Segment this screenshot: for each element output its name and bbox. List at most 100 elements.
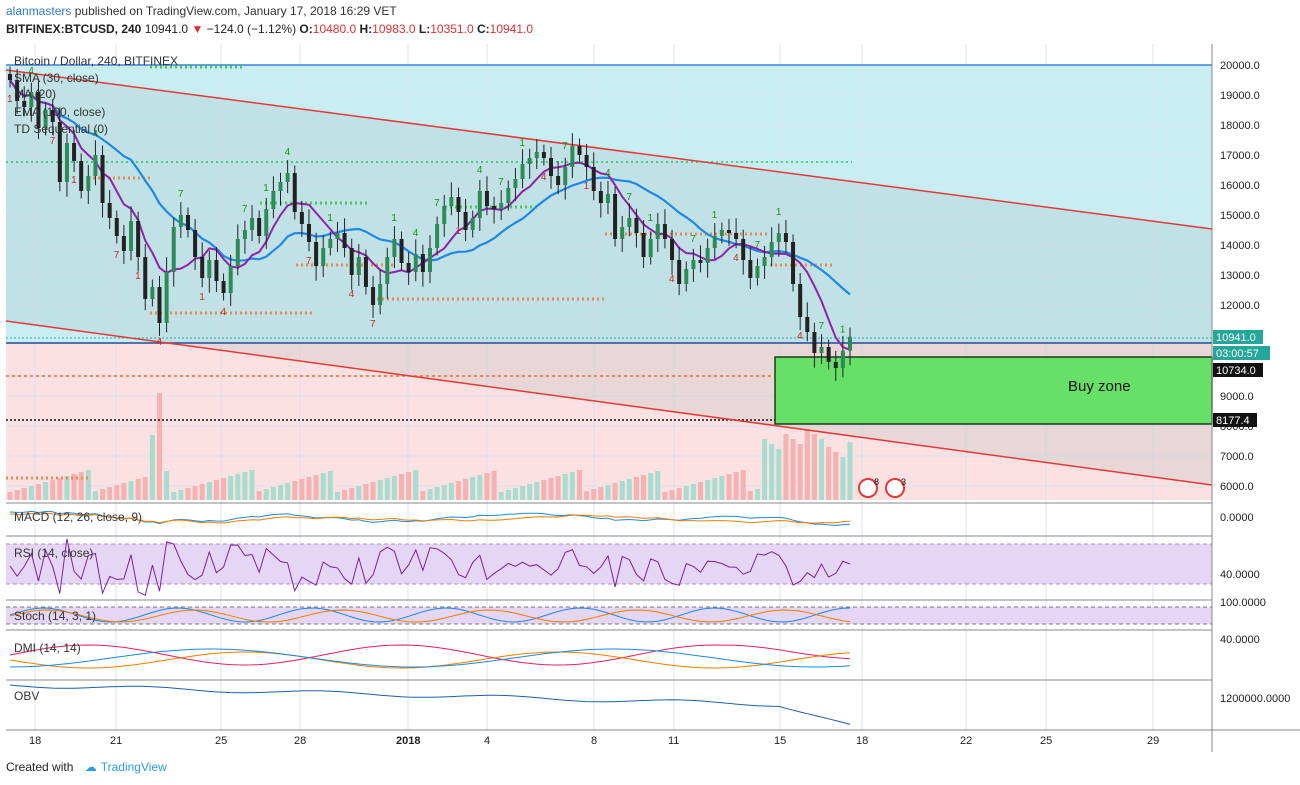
candle — [655, 224, 660, 239]
candle — [250, 218, 255, 230]
legend-td[interactable]: TD Sequential (0) — [14, 122, 108, 136]
candle — [726, 230, 731, 233]
rsi-label[interactable]: RSI (14, close) — [14, 546, 93, 560]
y-tick-label: 13000.0 — [1220, 270, 1260, 282]
candle — [193, 230, 198, 257]
channel-upper-line — [5, 69, 1213, 230]
flag-count-1: 8 — [874, 477, 879, 487]
volume-bar — [399, 474, 405, 500]
td-number: 1 — [776, 207, 782, 218]
volume-bar — [719, 476, 725, 500]
candle — [776, 233, 781, 242]
td-number: 4 — [92, 129, 98, 140]
stoch-label[interactable]: Stoch (14, 3, 1) — [14, 609, 96, 623]
volume-bar — [498, 492, 504, 500]
candle — [840, 350, 845, 368]
volume-bar — [576, 470, 582, 500]
footer: Created with ☁ TradingView — [6, 760, 167, 774]
x-tick-label: 28 — [294, 735, 306, 747]
volume-bar — [441, 485, 447, 500]
candle — [207, 260, 212, 278]
candle — [627, 218, 632, 227]
td-number: 1 — [840, 325, 846, 336]
candle — [136, 221, 141, 257]
flag-count-2: 3 — [901, 477, 906, 487]
candle — [36, 92, 41, 128]
volume-bar — [470, 477, 476, 500]
volume-bar — [21, 488, 27, 500]
candle — [520, 164, 525, 179]
candle — [484, 191, 489, 206]
td-number: 7 — [626, 192, 632, 203]
obv-label[interactable]: OBV — [14, 689, 39, 703]
candle — [157, 287, 162, 323]
candle — [691, 260, 696, 269]
legend-ema[interactable]: EMA (100, close) — [14, 105, 105, 119]
volume-bar — [591, 489, 597, 500]
volume-bar — [655, 471, 661, 500]
candle — [57, 122, 62, 182]
volume-bar — [740, 470, 746, 500]
volume-bar — [747, 491, 753, 500]
timer-tag-bg — [1213, 346, 1270, 360]
us-flag-icon-2[interactable] — [885, 478, 905, 498]
candle — [257, 218, 262, 236]
candle — [492, 206, 497, 209]
event-flags[interactable]: 8 3 — [858, 477, 906, 498]
y-tick-label: 12000.0 — [1220, 300, 1260, 312]
dmi-label[interactable]: DMI (14, 14) — [14, 641, 81, 655]
candle — [677, 260, 682, 284]
volume-bar — [605, 485, 611, 500]
candle — [734, 233, 739, 239]
macd-signal — [9, 512, 851, 524]
td-number: 1 — [263, 183, 269, 194]
td-number: 7 — [242, 204, 248, 215]
legend-ma[interactable]: MA (20) — [14, 87, 56, 101]
candle — [264, 209, 269, 236]
created-with: Created with — [6, 760, 74, 774]
price-axis[interactable]: 20000.0 19000.0 18000.0 17000.0 16000.0 15000… — [1220, 60, 1260, 493]
macd-label[interactable]: MACD (12, 26, close, 9) — [14, 510, 142, 524]
x-tick-label: 29 — [1147, 735, 1159, 747]
candle — [591, 167, 596, 191]
volume-bar — [819, 439, 825, 500]
candle — [769, 242, 774, 257]
rsi-band — [6, 544, 1212, 584]
x-tick-label: 25 — [215, 735, 227, 747]
volume-bar — [142, 477, 148, 500]
volume-bar — [541, 480, 547, 500]
obv-axis-value: 1200000.0000 — [1220, 693, 1290, 705]
volume-bar — [584, 491, 590, 500]
volume-bar — [520, 486, 526, 500]
candle — [64, 143, 69, 182]
candle — [513, 179, 518, 188]
td-number: 1 — [71, 175, 77, 186]
candle — [684, 269, 689, 284]
volume-bar — [790, 439, 796, 500]
author-link[interactable]: alanmasters — [6, 4, 72, 18]
td-number: 4 — [477, 165, 483, 176]
stoch-d — [9, 609, 851, 623]
volume-bar — [43, 482, 49, 500]
volume-bar — [57, 478, 63, 500]
level-tag-1-bg — [1213, 363, 1263, 377]
price-tag: 10941.0 — [1216, 332, 1256, 344]
timer-tag: 03:00:57 — [1216, 348, 1259, 360]
candle — [584, 155, 589, 167]
volume-bar — [484, 473, 490, 500]
td-number: 4 — [797, 331, 803, 342]
tradingview-link[interactable]: TradingView — [100, 760, 167, 774]
candle — [164, 272, 169, 323]
legend-sma[interactable]: SMA (30, close) — [14, 71, 99, 85]
volume-bar — [391, 476, 397, 500]
volume-bar — [384, 478, 390, 500]
chart-legend: Bitcoin / Dollar, 240, BITFINEX SMA (30,… — [14, 54, 178, 136]
obv-line — [9, 684, 851, 725]
candle — [363, 257, 368, 287]
volume-bar — [92, 491, 98, 500]
time-axis[interactable]: 18 21 25 28 2018 4 8 11 15 18 22 25 29 — [29, 735, 1159, 747]
low-label: L: — [418, 22, 431, 36]
us-flag-icon[interactable] — [858, 478, 878, 498]
volume-bar — [562, 474, 568, 500]
